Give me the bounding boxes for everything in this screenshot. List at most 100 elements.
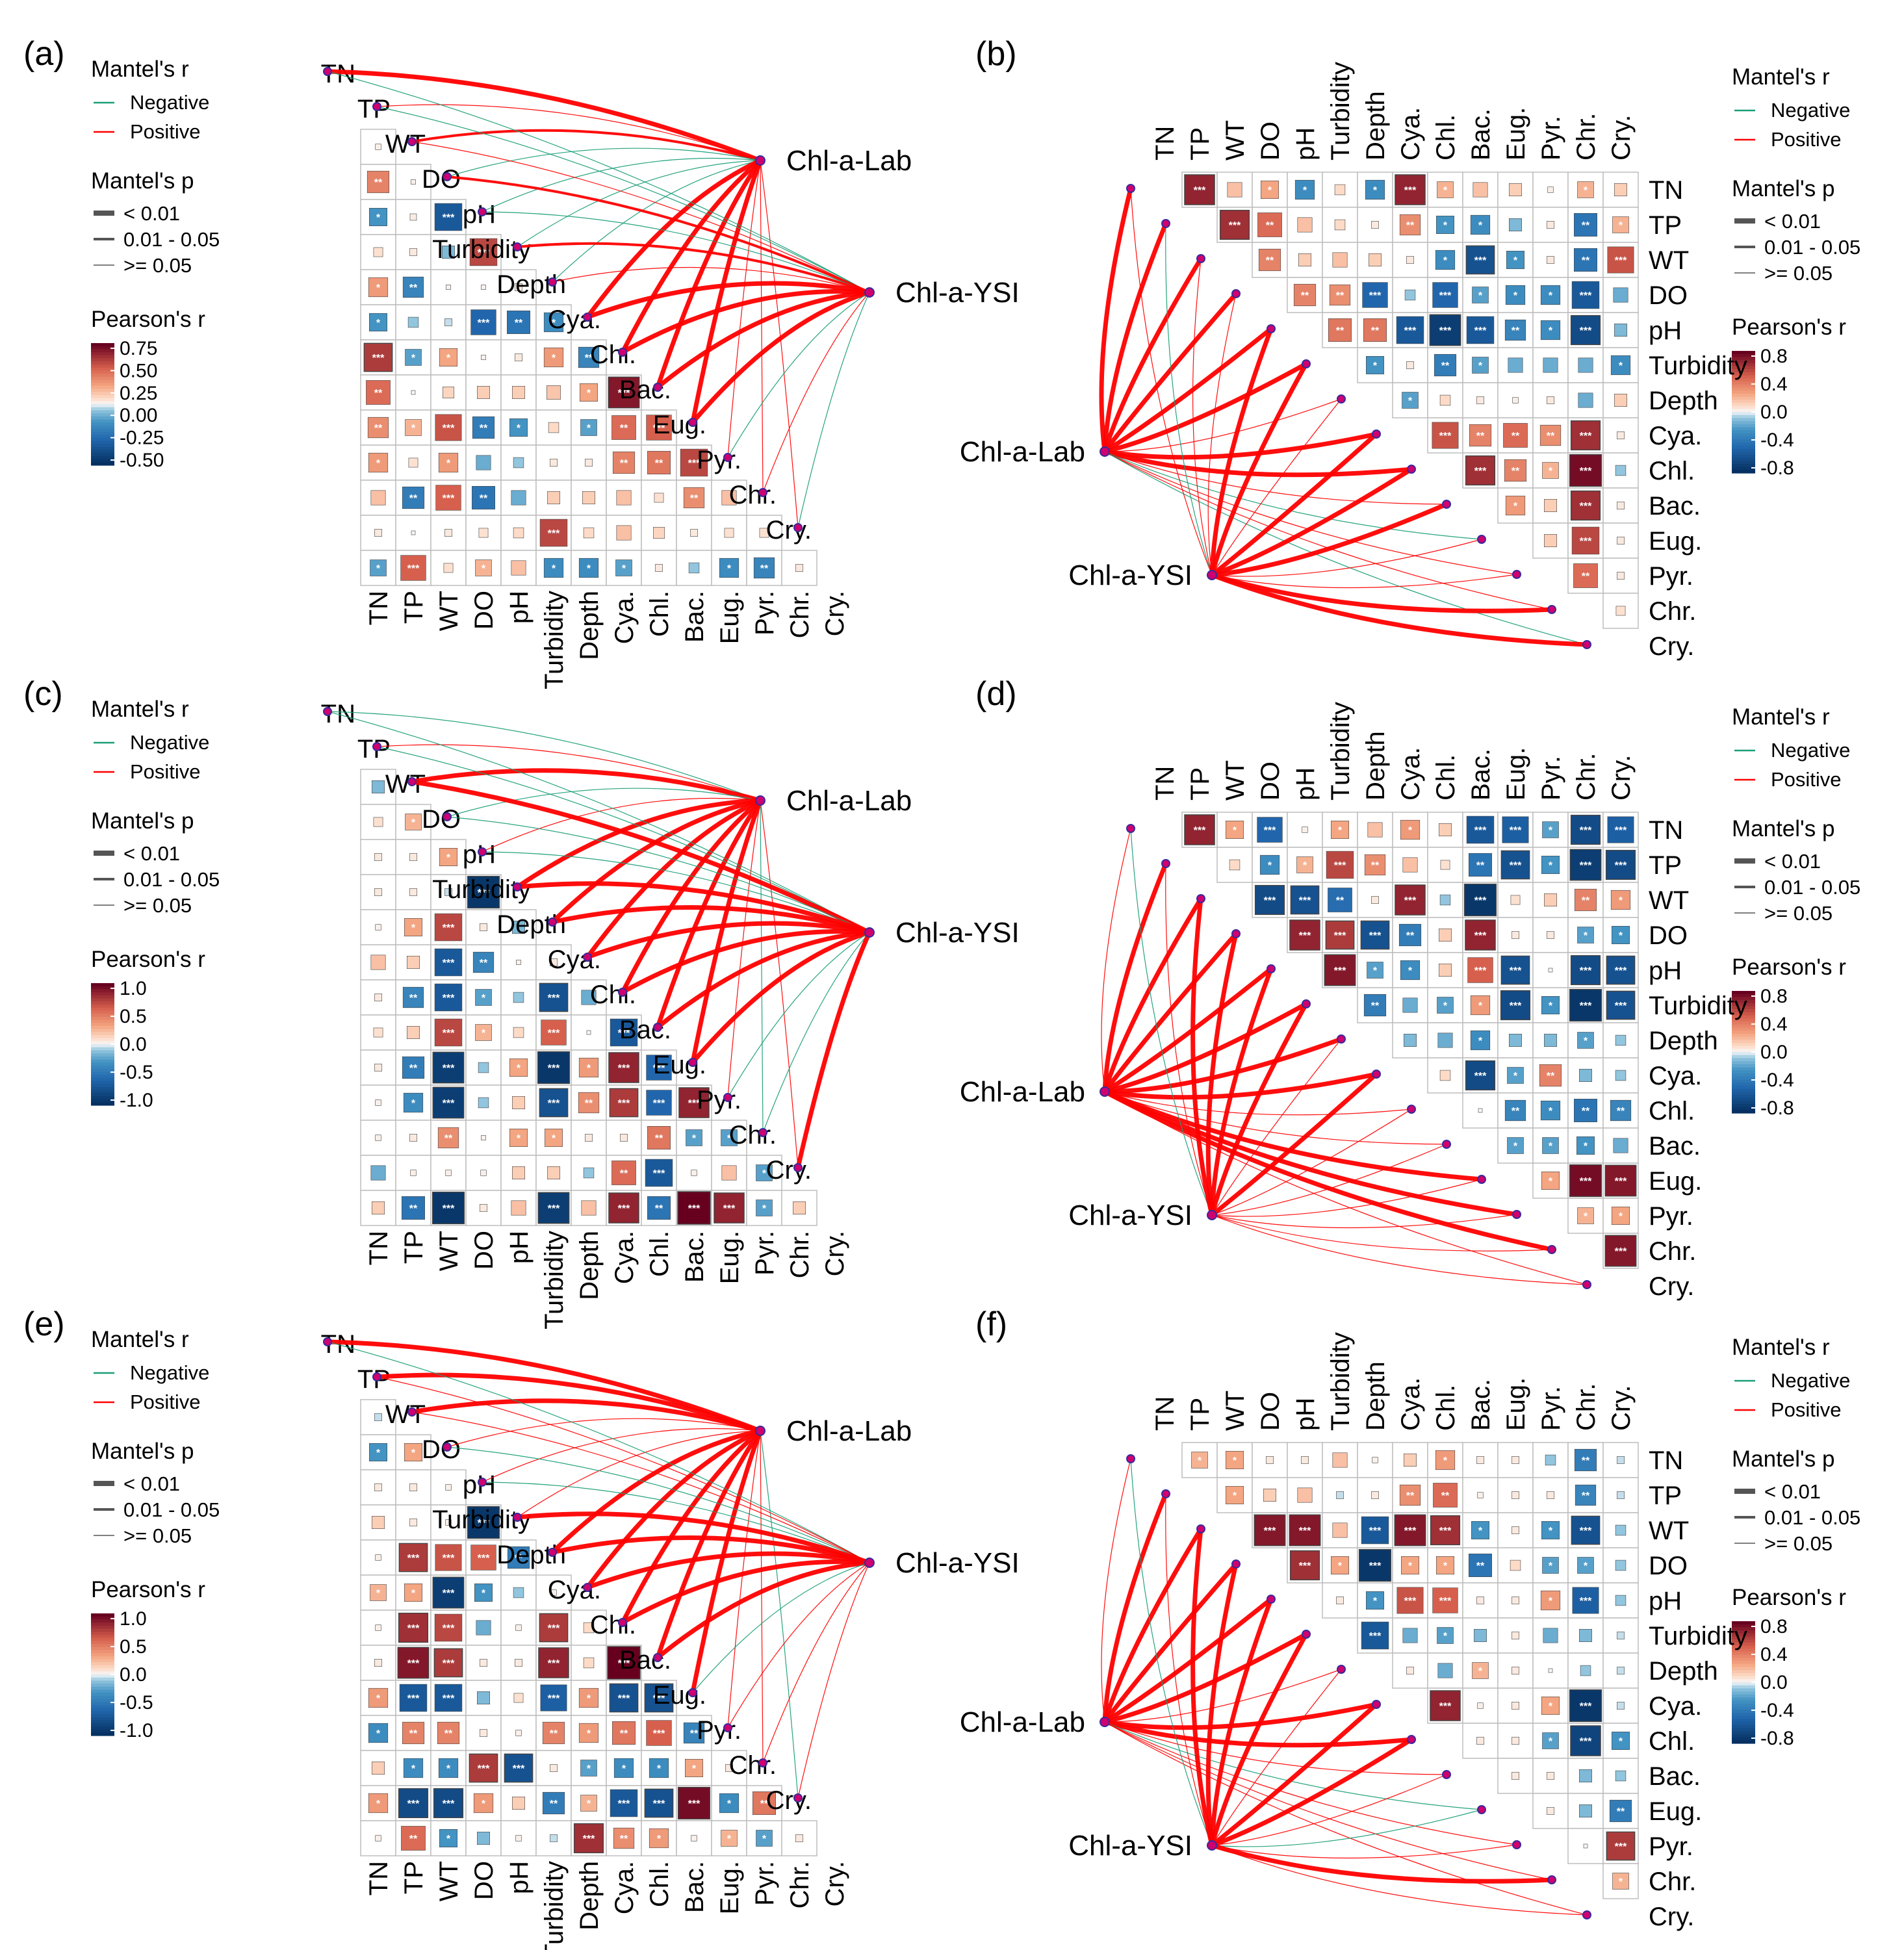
mantel-link xyxy=(1101,828,1131,1092)
correlation-square xyxy=(1465,455,1496,486)
row-label-5: Turbidity xyxy=(1649,992,1747,1020)
correlation-square xyxy=(409,1134,417,1142)
correlation-square xyxy=(1539,424,1562,446)
mantel-link xyxy=(762,292,870,493)
correlation-square xyxy=(1617,572,1625,580)
mantel-link xyxy=(446,816,870,933)
colorbar-segment xyxy=(91,407,114,411)
mantel-link xyxy=(1102,1089,1554,1252)
mantel-link xyxy=(620,1559,872,1625)
correlation-square xyxy=(515,1835,522,1841)
colorbar-segment xyxy=(1732,405,1755,409)
correlation-square xyxy=(375,1135,381,1141)
legend-mantel-p-title: Mantel's p xyxy=(91,1439,194,1464)
significance-mark: ** xyxy=(1512,431,1520,442)
colorbar-segment xyxy=(1732,1027,1755,1031)
variable-node xyxy=(407,777,417,786)
significance-mark: *** xyxy=(1580,1701,1592,1712)
legend-p-label: >= 0.05 xyxy=(123,1524,192,1547)
correlation-square xyxy=(481,355,486,360)
row-label-6: Depth xyxy=(1649,1027,1718,1055)
legend-positive-label: Positive xyxy=(1771,1398,1842,1421)
significance-mark: * xyxy=(1408,825,1413,836)
column-label-10: Eug. xyxy=(715,591,744,644)
colorbar-segment xyxy=(91,1053,114,1057)
column-label-0: TN xyxy=(1151,126,1179,160)
correlation-square xyxy=(370,1165,386,1181)
correlation-square xyxy=(1476,1597,1484,1604)
correlation-square xyxy=(443,563,454,573)
correlation-square xyxy=(1404,289,1416,301)
significance-mark: *** xyxy=(1404,185,1417,196)
correlation-square xyxy=(644,1788,674,1818)
correlation-square xyxy=(547,1166,560,1179)
correlation-square xyxy=(438,452,459,473)
correlation-square xyxy=(721,1129,738,1146)
correlation-square xyxy=(1542,821,1559,838)
column-label-11: Pyr. xyxy=(1537,756,1565,801)
correlation-square xyxy=(1439,1070,1451,1081)
significance-mark: * xyxy=(1233,1456,1237,1467)
significance-mark: ** xyxy=(444,1728,453,1739)
correlation-square xyxy=(409,853,417,861)
column-label-9: Bac. xyxy=(1467,1379,1495,1431)
correlation-square xyxy=(469,238,498,266)
significance-mark: * xyxy=(1513,1141,1518,1152)
correlation-square xyxy=(1463,883,1497,917)
row-label-7: Cya. xyxy=(1649,1692,1702,1721)
correlation-square xyxy=(475,989,492,1006)
variable-node xyxy=(723,1723,732,1732)
colorbar-segment xyxy=(91,1680,114,1684)
correlation-square xyxy=(1402,857,1418,873)
correlation-square xyxy=(1577,1557,1594,1574)
correlation-square xyxy=(477,386,490,399)
matrix-cells: ****************************************… xyxy=(360,129,817,586)
mantel-link xyxy=(1165,223,1213,576)
column-labels: TN TP WT DO pH Turbidity Depth Cya. Chl. Bac. Eug.… xyxy=(365,591,849,689)
colorbar-tick-label: 0.5 xyxy=(120,1006,147,1027)
correlation-square xyxy=(409,1483,417,1491)
significance-mark: *** xyxy=(1299,930,1311,942)
significance-mark: ** xyxy=(1406,1491,1415,1502)
column-label-6: Depth xyxy=(1361,91,1390,160)
correlation-square xyxy=(1569,1164,1602,1198)
column-label-5: Turbidity xyxy=(540,1231,569,1329)
correlation-square xyxy=(434,983,463,1012)
colorbar-tick-label: 0.8 xyxy=(1760,346,1788,367)
mantel-link xyxy=(655,930,872,1030)
row-label-3: DO xyxy=(1649,1552,1688,1580)
mantel-link xyxy=(760,1430,799,1799)
correlation-square xyxy=(435,414,462,441)
variable-node xyxy=(372,102,381,111)
variable-node xyxy=(1302,1630,1311,1639)
row-label-8: Chl. xyxy=(1649,457,1695,485)
correlation-square xyxy=(1512,1456,1519,1464)
correlation-square xyxy=(1606,1831,1636,1861)
significance-mark: *** xyxy=(1439,1526,1452,1537)
significance-mark: * xyxy=(376,1588,381,1599)
colorbar-segment xyxy=(91,1093,114,1097)
significance-mark: ** xyxy=(550,1799,558,1810)
colorbar-segment xyxy=(1732,1092,1755,1096)
variable-node xyxy=(1161,1489,1170,1498)
correlation-square xyxy=(442,246,455,259)
correlation-square xyxy=(1439,394,1451,406)
correlation-square xyxy=(714,1192,745,1224)
significance-mark: ** xyxy=(1441,361,1450,372)
mantel-link xyxy=(585,281,872,320)
colorbar-segment xyxy=(1732,1110,1755,1114)
colorbar-segment xyxy=(91,1726,114,1730)
colorbar-segment xyxy=(91,989,114,993)
significance-mark: *** xyxy=(407,1799,420,1810)
correlation-square xyxy=(1613,287,1628,303)
significance-mark: *** xyxy=(1369,930,1382,942)
colorbar-tick-label: -0.5 xyxy=(120,1062,153,1083)
significance-mark: * xyxy=(1373,185,1378,196)
correlation-square xyxy=(368,277,389,298)
mantel-link xyxy=(446,788,761,817)
correlation-square xyxy=(649,1758,669,1778)
correlation-square xyxy=(1398,923,1422,947)
correlation-square xyxy=(646,1090,672,1116)
correlation-square xyxy=(1371,221,1379,229)
